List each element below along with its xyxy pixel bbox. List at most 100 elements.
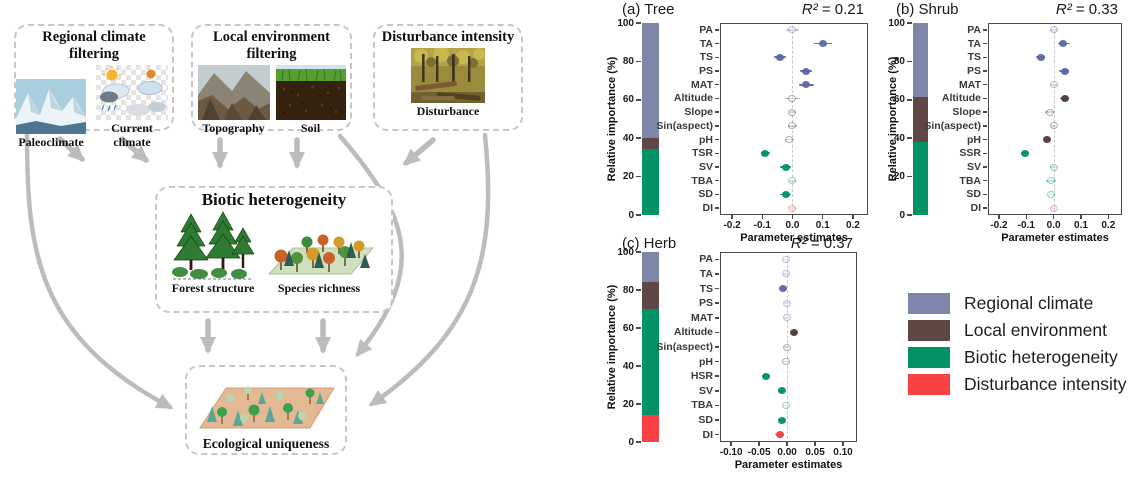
x-axis-tick-label: 0.2 — [1101, 220, 1116, 231]
variable-tick — [715, 404, 719, 407]
variable-tick — [983, 166, 987, 168]
variable-tick — [715, 97, 719, 100]
variable-tick — [715, 302, 719, 304]
variable-label-tba: TBA — [691, 174, 713, 187]
data-point-sinaspect — [782, 343, 791, 351]
x-axis-tick-label: 0.0 — [785, 220, 800, 231]
data-point-ta — [1059, 40, 1068, 48]
x-axis-tick-label: 0.1 — [815, 220, 830, 231]
topography-image — [197, 65, 270, 120]
y-axis-tick-label: 40 — [622, 360, 634, 372]
data-point-altitude — [1060, 94, 1069, 102]
y-axis-tick-label: 20 — [622, 398, 634, 410]
data-point-tsr — [761, 149, 770, 157]
importance-bar-segment-biotic — [642, 309, 659, 416]
variable-tick — [715, 138, 719, 141]
data-point-ps — [1060, 67, 1069, 75]
box-title: Disturbance intensity — [381, 29, 515, 45]
data-point-sd — [777, 416, 786, 424]
x-axis-tick — [730, 442, 732, 446]
x-axis-tick-label: 0.00 — [777, 447, 797, 458]
variable-tick — [715, 83, 719, 86]
y-axis-tick-label: 40 — [622, 132, 634, 144]
r-squared-label: R² = 0.37 — [790, 235, 853, 252]
x-axis-label: Parameter estimates — [1001, 232, 1109, 244]
variable-tick — [983, 138, 987, 141]
forest-structure-label: Forest structure — [171, 281, 255, 295]
x-axis-tick — [821, 215, 824, 219]
data-point-pa — [781, 255, 790, 263]
variable-label-di: DI — [702, 202, 714, 215]
variable-label-slope: Slope — [684, 106, 713, 119]
variable-label-tsr: TSR — [692, 147, 713, 160]
data-point-sd — [1047, 190, 1056, 198]
variable-label-hsr: HSR — [690, 370, 713, 383]
variable-tick — [715, 29, 719, 31]
panel-atree: (a) Tree R² = 0.21 Relative importance (%)… — [606, 0, 884, 246]
data-point-hsr — [761, 372, 770, 380]
variable-tick — [983, 152, 987, 155]
data-point-di — [1049, 204, 1058, 212]
data-point-ts — [776, 53, 785, 61]
variable-label-sinaspect: Sin(aspect) — [656, 341, 713, 353]
box-regional-climate-filtering: Regional climate filtering Paleoclimate — [14, 24, 174, 149]
legend-item-local-environment: Local environment — [908, 319, 1126, 341]
r-squared-label: R² = 0.33 — [1055, 1, 1118, 18]
soil-image — [275, 65, 346, 120]
variable-label-ta: TA — [967, 37, 981, 50]
variable-label-slope: Slope — [952, 106, 981, 119]
panel-title: (c) Herb — [622, 235, 677, 252]
y-axis-tick-label: 20 — [622, 171, 634, 183]
legend-item-biotic-heterogeneity: Biotic heterogeneity — [908, 346, 1126, 368]
variable-tick — [715, 207, 719, 209]
variable-tick — [715, 179, 719, 182]
y-axis-tick-label: 60 — [893, 94, 905, 106]
y-axis-tick-label: 80 — [622, 284, 634, 296]
panel-title: (a) Tree — [622, 1, 675, 18]
variable-label-altitude: Altitude — [673, 326, 713, 339]
data-point-sd — [782, 190, 791, 198]
variable-label-ts: TS — [699, 51, 713, 64]
y-axis-tick — [636, 60, 641, 63]
y-axis-tick — [636, 137, 641, 139]
variable-label-sv: SV — [966, 161, 981, 173]
variable-label-ta: TA — [699, 37, 713, 50]
box-title: Regional climate filtering — [42, 29, 146, 62]
variable-tick — [983, 97, 987, 100]
data-point-pa — [1049, 26, 1058, 34]
variable-label-ph: pH — [699, 133, 713, 146]
importance-bar-segment-local — [642, 138, 659, 149]
variable-tick — [983, 193, 987, 196]
y-axis-tick-label: 60 — [622, 322, 634, 334]
forest-structure-image — [172, 211, 255, 280]
x-axis-tick-label: -0.2 — [723, 220, 741, 231]
y-axis-tick-label: 80 — [622, 55, 634, 67]
arrow-regional-to-ecological — [24, 131, 174, 410]
variable-label-ph: pH — [967, 133, 981, 146]
disturbance-intensity-swatch — [908, 373, 950, 395]
variable-tick — [715, 193, 719, 196]
y-axis-tick — [907, 60, 912, 63]
y-axis-tick — [636, 441, 641, 443]
data-point-altitude — [788, 94, 797, 102]
variable-label-mat: MAT — [691, 311, 713, 324]
box-title: Biotic heterogeneity — [201, 190, 347, 209]
variable-tick — [715, 258, 719, 261]
x-axis-tick — [758, 442, 760, 446]
box-title: Ecological uniqueness — [202, 436, 330, 451]
data-point-ta — [781, 270, 790, 278]
topography-label: Topography — [202, 121, 265, 135]
legend: Regional climate Local environment Bioti… — [908, 292, 1126, 400]
x-axis-tick-label: 0.05 — [805, 447, 825, 458]
legend-item-regional-climate: Regional climate — [908, 292, 1126, 314]
y-axis-tick-label: 100 — [888, 17, 905, 29]
importance-bar-segment-biotic — [913, 142, 928, 215]
importance-bar-segment-local — [913, 96, 928, 143]
box-title: Local environment filtering — [213, 29, 330, 62]
variable-tick — [983, 179, 987, 182]
variable-tick — [715, 317, 719, 319]
variable-tick — [983, 111, 987, 113]
x-axis-tick — [761, 215, 764, 219]
y-axis-tick — [636, 403, 641, 405]
